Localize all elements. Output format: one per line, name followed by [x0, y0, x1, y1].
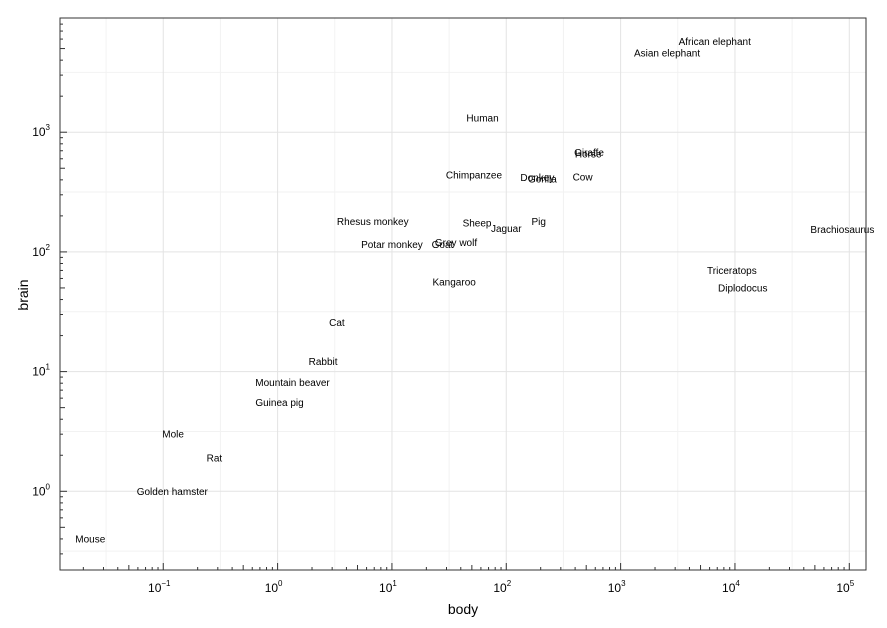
y-tick-exponent: 1: [46, 363, 51, 372]
x-tick-label: 101: [379, 579, 397, 595]
x-tick-base: 10: [836, 581, 850, 595]
y-tick-label: 100: [32, 482, 50, 498]
point-label: Asian elephant: [634, 48, 700, 59]
y-tick-base: 10: [32, 365, 46, 379]
x-tick-exponent: 4: [735, 579, 740, 588]
point-label: Rat: [207, 453, 223, 464]
x-tick-label: 100: [265, 579, 283, 595]
y-tick-exponent: 3: [46, 123, 51, 132]
x-tick-label: 104: [722, 579, 740, 595]
grid-lines: [60, 18, 866, 570]
x-tick-base: 10: [608, 581, 622, 595]
x-tick-exponent: 5: [850, 579, 855, 588]
point-label: African elephant: [679, 37, 751, 48]
point-label: Donkey: [520, 173, 554, 184]
point-label: Goat: [432, 240, 454, 251]
point-label: Giraffe: [574, 148, 604, 159]
point-label: Potar monkey: [361, 240, 423, 251]
point-label: Cow: [573, 172, 594, 183]
point-label: Triceratops: [707, 266, 757, 277]
point-label: Human: [466, 113, 498, 124]
point-label: Mole: [162, 430, 184, 441]
point-label: Gorilla: [528, 175, 557, 186]
x-tick-exponent: 1: [392, 579, 397, 588]
y-tick-base: 10: [32, 125, 46, 139]
y-tick-exponent: 0: [46, 482, 51, 491]
x-tick-label: 105: [836, 579, 854, 595]
x-tick-exponent: 3: [621, 579, 626, 588]
point-label: Brachiosaurus: [810, 225, 874, 236]
x-tick-label: 10−1: [148, 579, 171, 595]
y-tick-base: 10: [32, 484, 46, 498]
y-tick-label: 101: [32, 363, 50, 379]
point-label: Rhesus monkey: [337, 217, 409, 228]
x-axis-title: body: [448, 601, 478, 617]
point-label: Horse: [575, 150, 602, 161]
x-tick-base: 10: [493, 581, 507, 595]
point-label: Cat: [329, 318, 345, 329]
point-label: Grey wolf: [435, 238, 477, 249]
plot-frame: [59, 17, 867, 571]
point-label: Rabbit: [309, 357, 338, 368]
y-tick-label: 103: [32, 123, 50, 139]
point-label: Guinea pig: [255, 398, 303, 409]
x-tick-label: 103: [608, 579, 626, 595]
point-label: Golden hamster: [137, 487, 209, 498]
x-tick-label: 102: [493, 579, 511, 595]
point-label: Jaguar: [491, 224, 522, 235]
y-tick-label: 102: [32, 243, 50, 259]
point-label: Mountain beaver: [255, 378, 330, 389]
y-axis-title: brain: [15, 279, 31, 310]
x-tick-exponent: 2: [507, 579, 512, 588]
x-tick-exponent: −1: [161, 579, 171, 588]
point-label: Pig: [531, 217, 545, 228]
x-tick-base: 10: [722, 581, 736, 595]
x-tick-exponent: 0: [278, 579, 283, 588]
point-label: Mouse: [75, 534, 105, 545]
point-label: Kangaroo: [432, 278, 476, 289]
x-tick-base: 10: [148, 581, 162, 595]
point-label: Chimpanzee: [446, 170, 503, 181]
y-tick-base: 10: [32, 245, 46, 259]
x-tick-base: 10: [265, 581, 279, 595]
y-tick-exponent: 2: [46, 243, 51, 252]
point-label: Diplodocus: [718, 283, 767, 294]
point-label: Sheep: [463, 218, 492, 229]
x-tick-base: 10: [379, 581, 393, 595]
